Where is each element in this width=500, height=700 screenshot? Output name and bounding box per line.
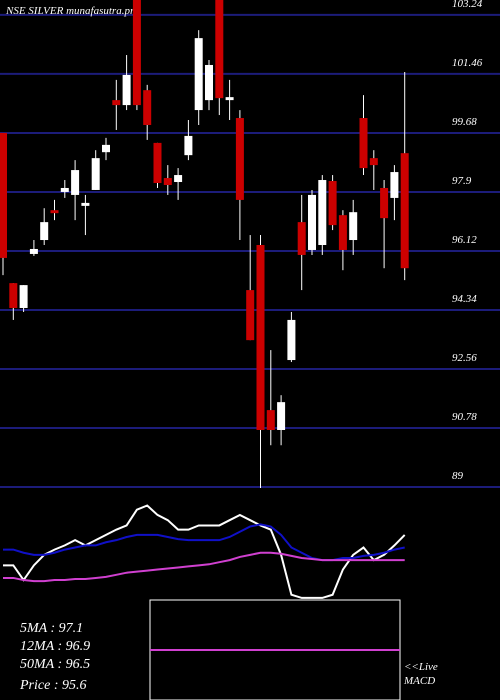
candle-body: [153, 142, 162, 184]
candle-body: [400, 153, 409, 269]
indicator-line: [3, 523, 405, 562]
y-tick-label: 89: [452, 470, 464, 482]
candle-body: [359, 118, 368, 169]
y-tick-label: 101.46: [452, 57, 483, 69]
candle-body: [163, 178, 172, 185]
y-tick-label: 99.68: [452, 116, 477, 128]
candle-body: [235, 118, 244, 200]
candle-body: [266, 410, 275, 430]
chart-title: NSE SILVER munafasutra.pro: [5, 5, 140, 17]
candle-body: [112, 100, 121, 106]
indicator-line: [3, 551, 405, 583]
candle-body: [380, 187, 389, 219]
candle-body: [277, 402, 286, 430]
candle-body: [19, 285, 28, 308]
candle-body: [0, 132, 7, 258]
candle-body: [318, 180, 327, 245]
candle-body: [143, 90, 152, 125]
candle-body: [205, 64, 213, 101]
macd-label: MACD: [403, 675, 435, 687]
y-tick-label: 97.9: [452, 175, 472, 187]
y-tick-label: 96.12: [452, 234, 477, 246]
y-tick-label: 103.24: [452, 0, 483, 10]
candle-body: [9, 283, 18, 308]
candle-body: [174, 175, 183, 183]
y-tick-label: 92.56: [452, 352, 477, 364]
stat-50ma: 50MA : 96.5: [20, 657, 90, 672]
candle-body: [225, 97, 234, 101]
candle-body: [184, 135, 193, 156]
candle-body: [81, 202, 90, 206]
stat-5ma: 5MA : 97.1: [20, 621, 83, 636]
candle-body: [215, 0, 224, 99]
indicator-line: [3, 504, 406, 599]
candle-body: [246, 290, 255, 341]
candle-body: [390, 172, 399, 198]
candle-body: [132, 0, 141, 106]
stat-12ma: 12MA : 96.9: [20, 639, 90, 654]
candle-body: [40, 222, 49, 241]
candle-body: [369, 158, 378, 166]
candle-body: [328, 181, 337, 226]
candle-body: [29, 248, 38, 254]
stat-price: Price : 95.6: [19, 678, 86, 693]
live-label: <<Live: [404, 661, 438, 673]
candle-body: [91, 158, 100, 190]
candle-body: [256, 245, 265, 430]
y-tick-label: 94.34: [452, 293, 477, 305]
y-tick-label: 90.78: [452, 411, 477, 423]
candle-body: [338, 215, 347, 250]
candle-body: [71, 170, 80, 195]
candle-body: [60, 187, 69, 192]
candle-body: [297, 222, 306, 255]
candle-body: [349, 212, 358, 241]
candle-body: [122, 74, 131, 106]
candle-body: [50, 210, 59, 214]
candle-body: [194, 38, 203, 111]
candle-body: [287, 319, 296, 361]
candle-body: [308, 194, 316, 250]
candle-body: [102, 144, 110, 153]
